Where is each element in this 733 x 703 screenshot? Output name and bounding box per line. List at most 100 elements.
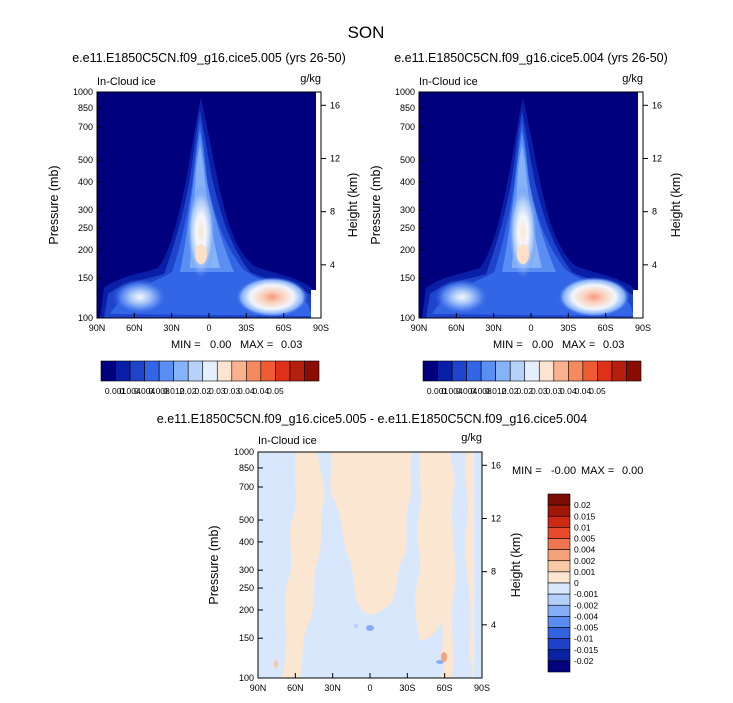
panel-1-colorbar-box [115, 360, 131, 382]
panel-2-colorbar-box [480, 360, 496, 382]
panel-2-colorbar-label: 0.004 [441, 386, 463, 396]
panel-3-y-tick-label: 700 [239, 482, 254, 492]
panel-3-y-right-tick-label: 12 [491, 513, 501, 523]
panel-3-right-label: g/kg [461, 432, 482, 444]
panel-3-colorbar-box [547, 616, 571, 628]
panel-3-colorbar-box [547, 582, 571, 595]
panel-2-y-right-tick-label: 8 [652, 207, 657, 217]
panel-3-y-tick-label: 250 [239, 583, 254, 593]
panel-3-neg-region-nh [258, 452, 296, 678]
panel-1-colorbar-box [216, 360, 233, 382]
panel-1-y-tick-label: 100 [78, 313, 93, 323]
panel-3-max-value: 0.00 [622, 465, 643, 477]
panel-2-colorbar-box [524, 360, 540, 382]
panel-2-field [419, 92, 643, 318]
panel-3-min-label: MIN = [512, 465, 542, 477]
panel-2-core-warm [517, 244, 529, 264]
panel-3-max-label: MAX = [581, 465, 614, 477]
panel-1-colorbar-label: 0.02 [194, 386, 211, 396]
panel-2-y-tick-label: 850 [400, 103, 415, 113]
panel-1-y-tick-label: 200 [78, 245, 93, 255]
panel-2-colorbar-label: 0.02 [502, 386, 519, 396]
panel-1-sh-blob [236, 277, 308, 317]
panel-2-colorbar-box [582, 360, 598, 382]
panel-1-y-tick-label: 300 [78, 205, 93, 215]
panel-2-colorbar-label: 0.004 [456, 386, 478, 396]
panel-2-x-tick-label: 60N [448, 323, 465, 333]
panel-1-colorbar-box [289, 360, 305, 382]
panel-1: e.e11.E1850C5CN.f09_g16.cice5.005 (yrs 2… [47, 51, 360, 396]
panel-2-core [509, 186, 537, 278]
panel-2-y-tick-label: 150 [400, 273, 415, 283]
panel-3-x-tick-label: 60N [287, 683, 304, 693]
panel-3-neg-spot-3 [436, 660, 444, 664]
panel-2-colorbar-box [611, 360, 627, 382]
panel-3-colorbar-box [547, 527, 571, 539]
panel-1-y-tick-label: 400 [78, 177, 93, 187]
panel-3-ylabel-right: Height (km) [509, 533, 523, 598]
panel-3-colorbar-box [547, 649, 571, 662]
panel-3-colorbar-label: 0.005 [574, 534, 596, 544]
panel-1-y-tick-label: 150 [78, 273, 93, 283]
panel-1-colorbar-box [187, 360, 204, 382]
panel-1-x-tick-label: 90S [313, 323, 329, 333]
panel-3-y-right-tick-label: 4 [491, 620, 496, 630]
panel-1-y-tick-label: 1000 [73, 87, 93, 97]
panel-3-y-tick-label: 300 [239, 565, 254, 575]
panel-3-y-right-tick-label: 8 [491, 567, 496, 577]
panel-3-pos-spot-1 [274, 660, 278, 668]
panel-1-colorbar: 0.0010.0040.0040.0080.0120.020.020.030.0… [100, 360, 320, 396]
panel-3-x-tick-label: 30N [324, 683, 341, 693]
panel-3-min-value: -0.00 [551, 465, 576, 477]
panel-3-colorbar-label: -0.01 [574, 634, 594, 644]
panel-2-colorbar-box [568, 360, 584, 382]
panel-2-colorbar-box [538, 360, 555, 382]
panel-1-colorbar-box [158, 360, 174, 382]
panel-3-y-tick-label: 200 [239, 605, 254, 615]
page-title: SON [348, 23, 385, 42]
panel-3-colorbar-box [547, 515, 571, 528]
panel-1-max-label: MAX = [240, 339, 273, 351]
panel-3-right-strip [474, 452, 482, 678]
panel-1-colorbar-label: 0.05 [267, 386, 284, 396]
panel-2-colorbar-label: 0.03 [531, 386, 548, 396]
panel-2-y-tick-label: 300 [400, 205, 415, 215]
panel-3-ylabel: Pressure (mb) [207, 525, 221, 604]
panel-3-title: e.e11.E1850C5CN.f09_g16.cice5.005 - e.e1… [157, 412, 587, 426]
panel-2-max-value: 0.03 [603, 339, 624, 351]
panel-2-left-label: In-Cloud ice [419, 76, 478, 88]
panel-1-ylabel: Pressure (mb) [47, 165, 61, 244]
panel-3-neg-spot-1 [366, 625, 374, 631]
panel-1-colorbar-label: 0.012 [163, 386, 185, 396]
panel-1-colorbar-label: 0.004 [134, 386, 156, 396]
panel-2-colorbar-label: 0.04 [560, 386, 577, 396]
panel-2-min-value: 0.00 [532, 339, 553, 351]
panel-2-x-tick-label: 30S [560, 323, 576, 333]
panel-2-y-right-tick-label: 16 [652, 100, 662, 110]
panel-2-colorbar: 0.0010.0040.0040.0080.0120.020.020.030.0… [422, 360, 642, 396]
panel-1-colorbar-label: 0.03 [224, 386, 241, 396]
panel-1-x-tick-label: 60N [126, 323, 143, 333]
panel-2-colorbar-box [495, 360, 511, 382]
panel-1-colorbar-label: 0.03 [209, 386, 226, 396]
panel-1-core [187, 186, 215, 278]
panel-3-colorbar-box [547, 571, 571, 584]
panel-1-core-warm [195, 244, 207, 264]
panel-2-y-tick-label: 400 [400, 177, 415, 187]
panel-3-colorbar-box [547, 549, 571, 562]
panel-1-y-tick-label: 700 [78, 122, 93, 132]
panel-1-x-tick-label: 30N [163, 323, 180, 333]
panel-1-colorbar-label: 0.008 [148, 386, 170, 396]
panel-3-x-tick-label: 90S [474, 683, 490, 693]
panel-2-ylabel: Pressure (mb) [369, 165, 383, 244]
panel-1-ylabel-right: Height (km) [346, 173, 360, 238]
panel-1-x-tick-label: 90N [89, 323, 106, 333]
panel-3-x-tick-label: 0 [367, 683, 372, 693]
panel-1-y-right-tick-label: 16 [330, 100, 340, 110]
panel-3-colorbar-label: -0.02 [574, 656, 594, 666]
panel-3-neg-region-sh [450, 452, 473, 678]
panel-3-x-tick-label: 60S [437, 683, 453, 693]
panel-1-colorbar-box [202, 360, 218, 382]
